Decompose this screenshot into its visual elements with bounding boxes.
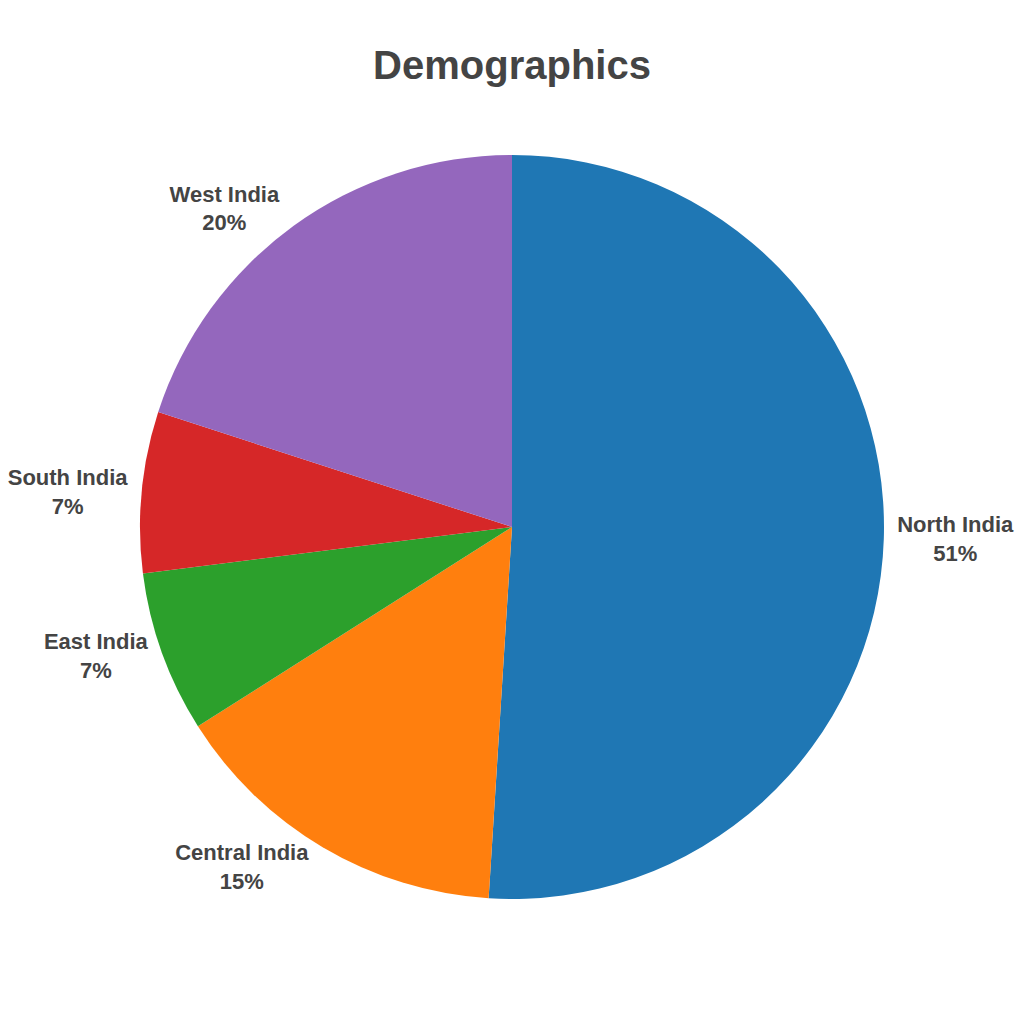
svg-text:North India51%: North India51% — [897, 512, 1014, 566]
svg-text:Central India15%: Central India15% — [175, 840, 309, 894]
svg-text:South India7%: South India7% — [8, 465, 129, 519]
svg-text:East India7%: East India7% — [44, 629, 149, 683]
svg-text:Demographics: Demographics — [373, 43, 651, 87]
svg-text:West India20%: West India20% — [170, 182, 280, 236]
